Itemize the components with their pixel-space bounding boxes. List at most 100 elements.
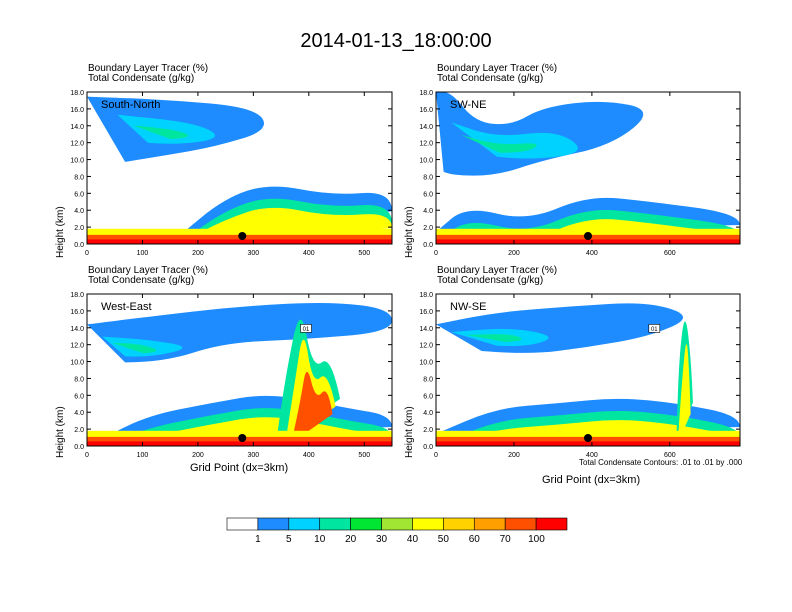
panel-title-condensate: Total Condensate (g/kg) <box>88 73 195 84</box>
x-tick-label: 600 <box>664 452 676 459</box>
x-axis-label: Grid Point (dx=3km) <box>542 474 641 486</box>
x-tick-label: 300 <box>248 452 260 459</box>
y-tick-label: 8.0 <box>423 174 433 181</box>
tracer-region <box>460 134 537 153</box>
tracer-region <box>132 125 189 140</box>
y-tick-label: 6.0 <box>423 191 433 198</box>
section-label: NW-SE <box>450 301 486 313</box>
panel-south-north: Boundary Layer Tracer (%) Total Condensa… <box>0 60 396 265</box>
tracer-region <box>466 334 522 342</box>
y-tick-label: 12.0 <box>419 343 433 350</box>
y-tick-label: 2.0 <box>74 225 84 232</box>
y-tick-label: 4.0 <box>423 410 433 417</box>
y-tick-label: 12.0 <box>70 141 84 148</box>
x-tick-label: 400 <box>586 250 598 257</box>
colorbar-swatch <box>504 517 537 531</box>
contour-label-box <box>300 324 312 333</box>
x-tick-label: 100 <box>137 250 149 257</box>
y-tick-label: 14.0 <box>70 326 84 333</box>
x-tick-label: 500 <box>358 250 370 257</box>
y-tick-label: 18.0 <box>419 292 433 299</box>
colorbar-swatch <box>288 517 321 531</box>
y-tick-label: 4.0 <box>74 208 84 215</box>
y-tick-label: 8.0 <box>74 376 84 383</box>
colorbar-swatch <box>350 517 382 531</box>
plot-area: SW-NE 0.0 2.0 4.0 6.0 8.0 10.0 12.0 14.0 16.0 18.0… <box>419 90 741 257</box>
colorbar-label: 1 <box>255 534 261 545</box>
colorbar-label: 60 <box>468 534 480 545</box>
section-label: West-East <box>101 301 152 313</box>
panel-nw-se: Boundary Layer Tracer (%) Total Condensa… <box>350 262 792 487</box>
section-label: South-North <box>101 99 160 111</box>
x-tick-label: 400 <box>303 452 315 459</box>
colorbar-swatches <box>226 517 568 531</box>
colorbar-swatch <box>535 517 568 531</box>
y-tick-label: 0.0 <box>74 444 84 451</box>
contour-label: 01 <box>303 327 310 333</box>
y-tick-label: 6.0 <box>74 393 84 400</box>
y-tick-label: 14.0 <box>419 326 433 333</box>
tracer-region <box>111 342 157 354</box>
cross-section-plot: West-East 0.0 2.0 4.0 6.0 8.0 10.0 12.0 14.0 16.0… <box>70 292 393 459</box>
colorbar-label: 40 <box>406 534 419 545</box>
x-tick-label: 300 <box>248 250 260 257</box>
cross-section-plot: South-North 0.0 2.0 4.0 6.0 8.0 10.0 12.0 14.0 16… <box>70 90 393 257</box>
cross-section-plot: NW-SE 0.0 2.0 4.0 6.0 8.0 10.0 12.0 14.0 16.0 18.0… <box>419 292 741 459</box>
x-tick-label: 200 <box>508 452 520 459</box>
x-axis-label: Grid Point (dx=3km) <box>190 462 289 474</box>
colorbar-label: 20 <box>345 534 357 545</box>
contour-label-box <box>648 324 661 333</box>
panel-title-tracer: Boundary Layer Tracer (%) <box>88 63 209 74</box>
x-tick-label: 100 <box>137 452 149 459</box>
colorbar-swatch <box>381 517 413 531</box>
colorbar-swatch <box>257 517 290 531</box>
location-marker <box>584 434 592 442</box>
y-tick-label: 8.0 <box>423 376 433 383</box>
panel-sw-ne: Boundary Layer Tracer (%) Total Condensa… <box>350 60 792 265</box>
x-tick-label: 400 <box>586 452 598 459</box>
x-tick-label: 0 <box>85 250 89 257</box>
x-tick-label: 0 <box>434 452 438 459</box>
x-tick-label: 200 <box>508 250 520 257</box>
panel-title-condensate: Total Condensate (g/kg) <box>437 275 544 286</box>
tracer-region <box>677 344 691 443</box>
surface-layer <box>436 239 740 244</box>
location-marker <box>584 232 592 240</box>
x-tick-label: 0 <box>434 250 438 257</box>
colorbar-swatch <box>412 517 444 531</box>
y-tick-label: 16.0 <box>70 107 84 114</box>
colorbar-label: 100 <box>528 534 545 545</box>
colorbar-swatch <box>443 517 475 531</box>
y-tick-label: 18.0 <box>419 90 433 97</box>
colorbar-labels: 1 5 10 20 30 40 50 60 70 100 <box>226 534 568 548</box>
y-tick-label: 14.0 <box>419 124 433 131</box>
plot-frame <box>435 293 741 447</box>
colorbar-label: 50 <box>437 534 449 545</box>
contour-label: 01 <box>651 327 658 333</box>
tracer-region <box>291 371 333 443</box>
location-marker <box>238 232 247 240</box>
y-tick-label: 0.0 <box>423 242 433 249</box>
panel-title-condensate: Total Condensate (g/kg) <box>437 73 544 84</box>
colorbar-label: 30 <box>375 534 388 545</box>
y-tick-label: 16.0 <box>419 107 433 114</box>
y-tick-label: 10.0 <box>70 360 84 367</box>
tracer-region <box>451 122 578 159</box>
cross-section-plot: SW-NE 0.0 2.0 4.0 6.0 8.0 10.0 12.0 14.0 16.0 18.0… <box>419 90 741 257</box>
contour-note: Total Condensate Contours: .01 to .01 by… <box>579 458 743 467</box>
x-tick-label: 200 <box>192 250 204 257</box>
panel-west-east: Boundary Layer Tracer (%) Total Condensa… <box>0 262 396 487</box>
y-tick-label: 18.0 <box>70 90 84 97</box>
y-tick-label: 0.0 <box>423 444 433 451</box>
location-marker <box>238 434 247 442</box>
plot-frame <box>435 91 741 245</box>
y-tick-label: 12.0 <box>70 343 84 350</box>
panel-title-tracer: Boundary Layer Tracer (%) <box>437 63 558 74</box>
surface-layer <box>87 441 392 446</box>
y-tick-label: 16.0 <box>70 309 84 316</box>
y-tick-label: 18.0 <box>70 292 84 299</box>
y-tick-label: 4.0 <box>423 208 433 215</box>
surface-layer <box>87 239 392 244</box>
y-tick-label: 10.0 <box>70 158 84 165</box>
x-tick-label: 0 <box>85 452 89 459</box>
